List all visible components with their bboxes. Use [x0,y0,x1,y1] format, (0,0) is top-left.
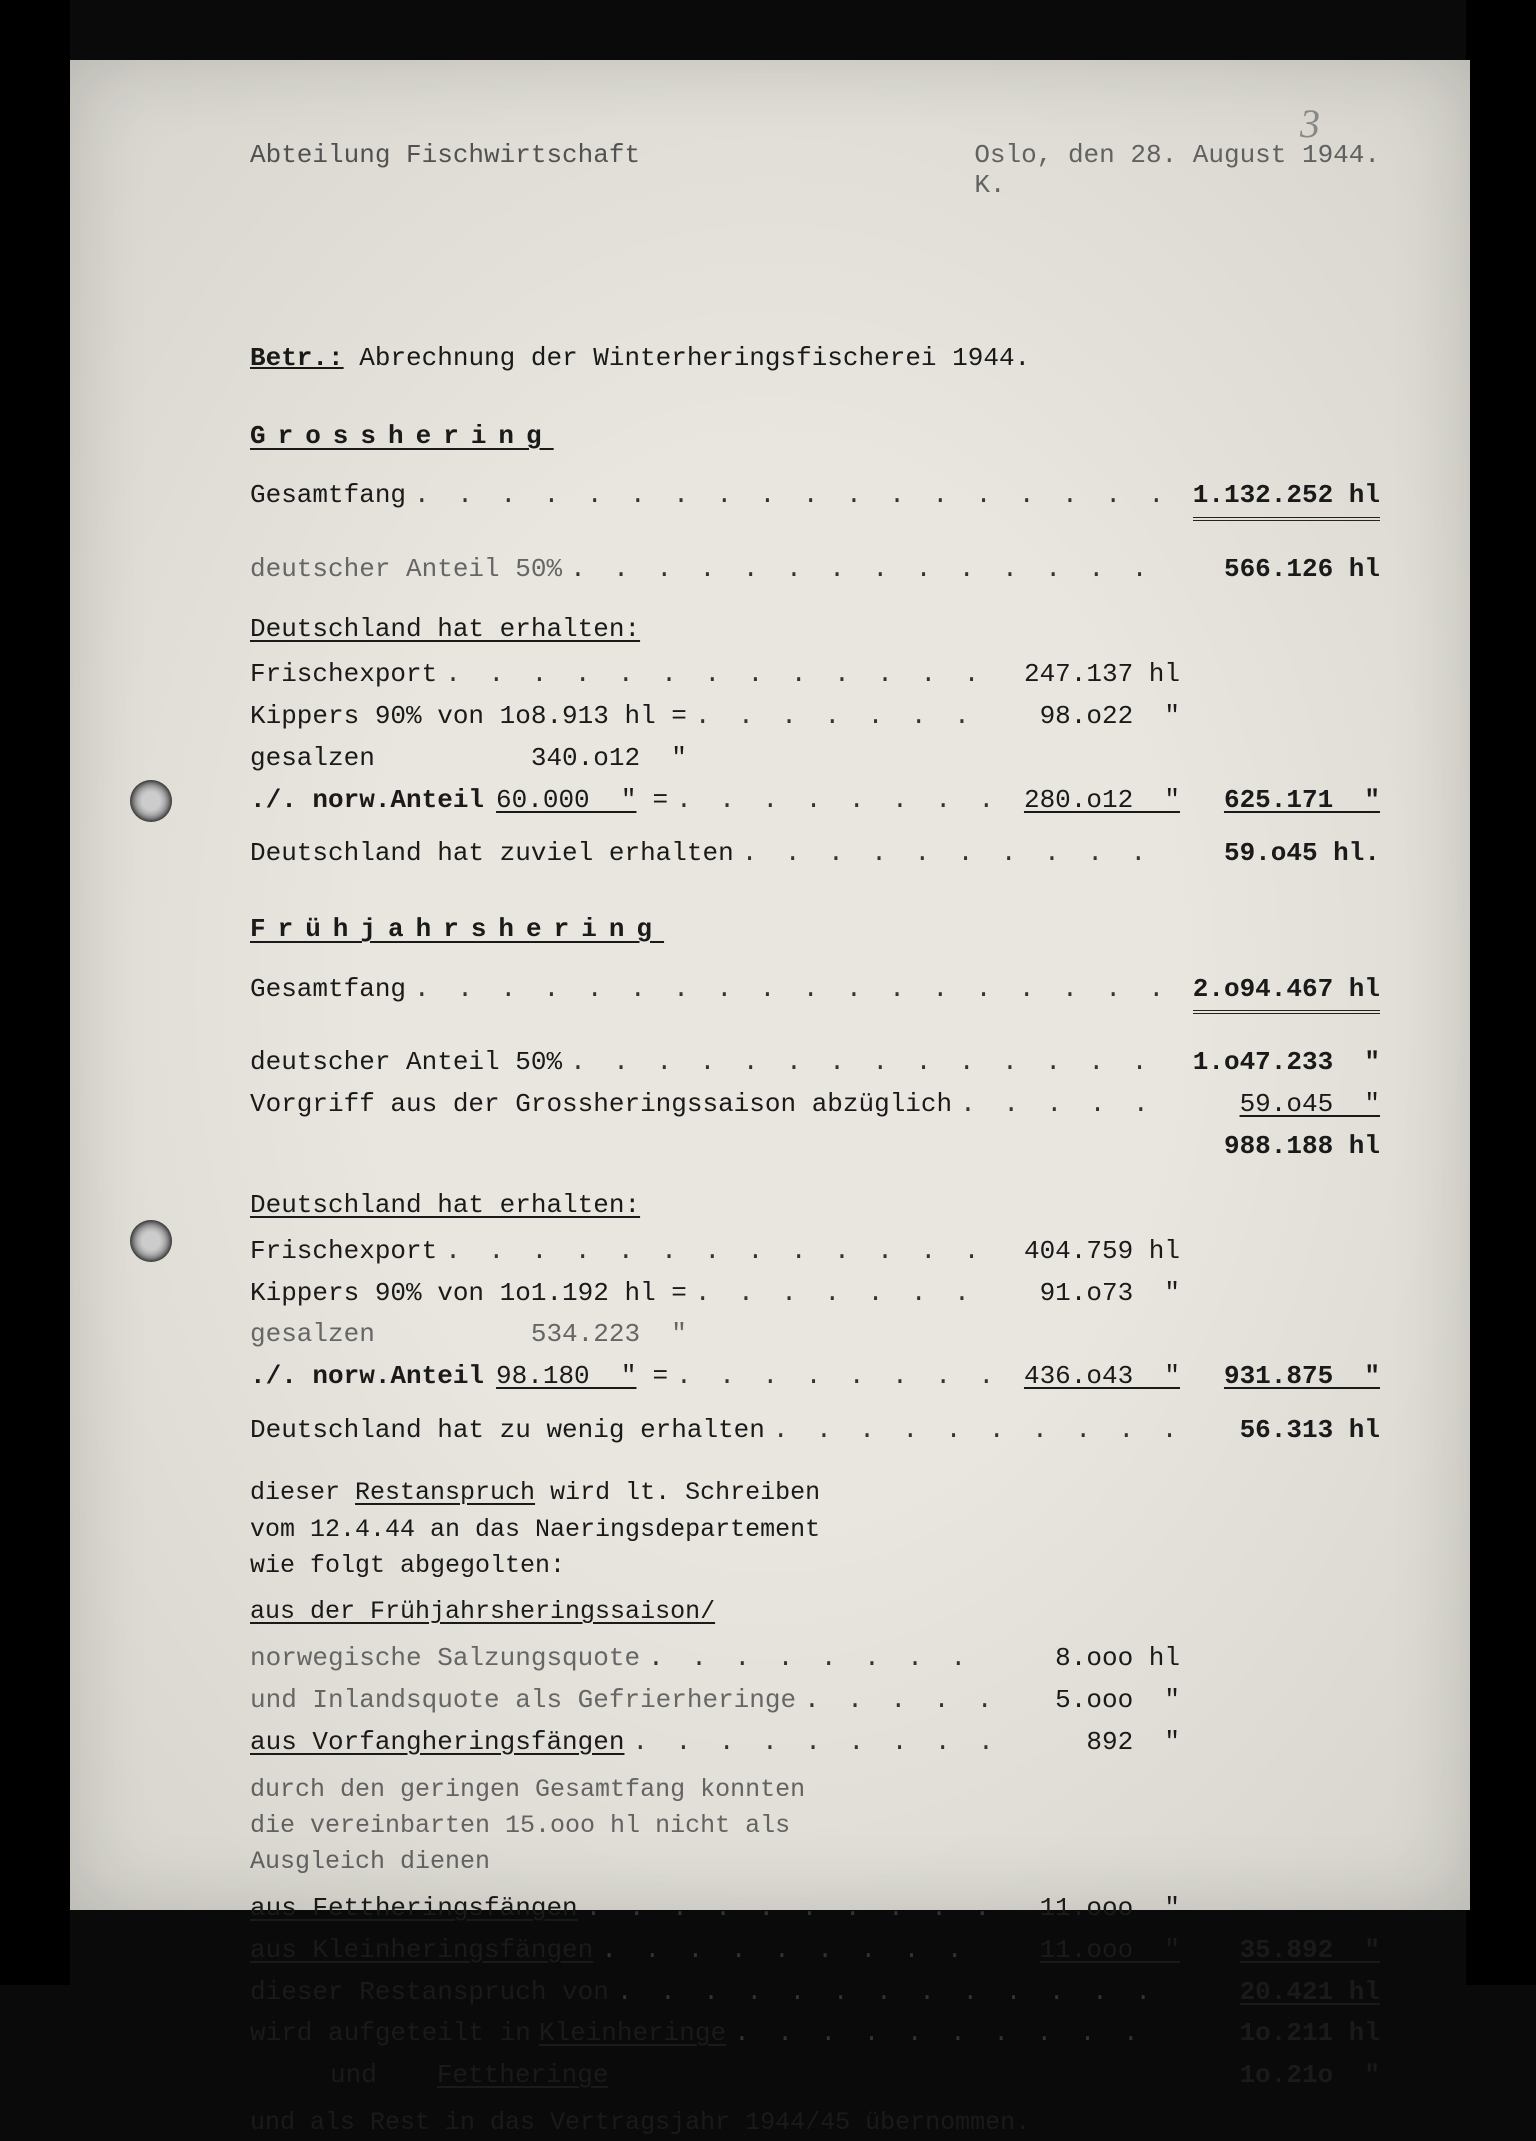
row-value: 5.ooo " [1000,1682,1180,1720]
row-value: 2.o94.467 hl [1180,971,1380,1015]
row-value: 59.o45 " [1180,1086,1380,1124]
row-subtotal: 988.188 hl [1180,1128,1380,1166]
row-mid: 98.180 " [496,1358,636,1396]
row-total: 625.171 " [1180,782,1380,820]
row-value: 1o.21o " [1180,2057,1380,2095]
row-value: 56.313 hl [1180,1412,1380,1450]
row-label: gesalzen 340.o12 " [250,740,687,778]
department: Abteilung Fischwirtschaft [250,140,640,200]
punch-hole [130,780,172,822]
row-label: wird aufgeteilt in [250,2015,531,2053]
document-body: Betr.: Abrechnung der Winterheringsfisch… [250,340,1380,2141]
row-value: 11.ooo " [1000,1932,1180,1970]
row-label: aus Vorfangheringsfängen [250,1724,624,1762]
dot-leader [445,1233,992,1271]
row-label: gesalzen 534.223 " [250,1316,687,1354]
row-label: dieser Restanspruch von [250,1974,609,2012]
page-number: 3 [1300,100,1320,147]
row-value: 280.o12 " [1000,782,1180,820]
row-value: 59.o45 hl. [1180,835,1380,873]
row-label: Gesamtfang [250,477,406,515]
row-label: deutscher Anteil 50% [250,551,562,589]
row-total: 35.892 " [1180,1932,1380,1970]
dot-leader [676,1358,992,1396]
row-label: deutscher Anteil 50% [250,1044,562,1082]
row-value: 436.o43 " [1000,1358,1180,1396]
row-value: 404.759 hl [1000,1233,1180,1271]
dot-leader [648,1640,992,1678]
equals: = [652,782,668,820]
row-label: ./. norw.Anteil [250,782,484,820]
section-title-grosshering: Grosshering [250,418,1380,456]
row-label: aus Kleinheringsfängen [250,1932,593,1970]
closing-line: und als Rest in das Vertragsjahr 1944/45… [250,2105,1380,2141]
dot-leader [695,1275,992,1313]
row-label: Kippers 90% von 1o8.913 hl = [250,698,687,736]
row-underline: Kleinheringe [539,2015,726,2053]
row-label: Deutschland hat zu wenig erhalten [250,1412,765,1450]
row-label: und [250,2057,377,2095]
row-value: 1.132.252 hl [1180,477,1380,521]
row-label: Frischexport [250,1233,437,1271]
document-header: Abteilung Fischwirtschaft Oslo, den 28. … [250,140,1380,200]
dot-leader [632,1724,992,1762]
subject-label: Betr.: [250,343,344,373]
row-value: 11.ooo " [1000,1890,1180,1928]
note-block: durch den geringen Gesamtfang konnten di… [250,1772,1380,1881]
note-block: dieser Restanspruch wird lt. Schreiben v… [250,1475,1380,1584]
subject-text: Abrechnung der Winterheringsfischerei 19… [359,343,1030,373]
row-value: 20.421 hl [1180,1974,1380,2012]
row-underline: Fettheringe [437,2057,609,2095]
subsection-title: aus der Frühjahrsheringssaison/ [250,1594,1380,1630]
row-mid: 60.000 " [496,782,636,820]
row-value: 98.o22 " [1000,698,1180,736]
row-label: Deutschland hat zuviel erhalten [250,835,734,873]
subject-line: Betr.: Abrechnung der Winterheringsfisch… [250,340,1380,378]
dot-leader [773,1412,1172,1450]
dot-leader [601,1932,992,1970]
row-value: 566.126 hl [1180,551,1380,589]
row-value: 8.ooo hl [1000,1640,1180,1678]
equals: = [652,1358,668,1396]
dot-leader [695,698,992,736]
subsection-title: Deutschland hat erhalten: [250,611,1380,649]
row-label: und Inlandsquote als Gefrierheringe [250,1682,796,1720]
reference-mark: K. [974,170,1380,200]
row-label: Vorgriff aus der Grossheringssaison abzü… [250,1086,952,1124]
punch-hole [130,1220,172,1262]
dot-leader [960,1086,1172,1124]
row-value: 247.137 hl [1000,656,1180,694]
dot-leader [742,835,1172,873]
row-label: aus Fettheringsfängen [250,1890,578,1928]
dot-leader [586,1890,992,1928]
dot-leader [414,971,1172,1009]
dot-leader [570,551,1172,589]
document-page: 3 Abteilung Fischwirtschaft Oslo, den 28… [70,60,1470,1910]
row-label: ./. norw.Anteil [250,1358,484,1396]
dot-leader [676,782,992,820]
row-label: Gesamtfang [250,971,406,1009]
dot-leader [445,656,992,694]
dot-leader [414,477,1172,515]
dot-leader [617,1974,1172,2012]
row-value: 892 " [1000,1724,1180,1762]
row-total: 931.875 " [1180,1358,1380,1396]
dot-leader [804,1682,992,1720]
subsection-title: Deutschland hat erhalten: [250,1187,1380,1225]
dot-leader [734,2015,1172,2053]
row-label: norwegische Salzungsquote [250,1640,640,1678]
row-value: 1o.211 hl [1180,2015,1380,2053]
dot-leader [570,1044,1172,1082]
row-value: 1.o47.233 " [1180,1044,1380,1082]
section-title-fruehjahr: Frühjahrshering [250,911,1380,949]
row-value: 91.o73 " [1000,1275,1180,1313]
row-label: Frischexport [250,656,437,694]
row-label: Kippers 90% von 1o1.192 hl = [250,1275,687,1313]
